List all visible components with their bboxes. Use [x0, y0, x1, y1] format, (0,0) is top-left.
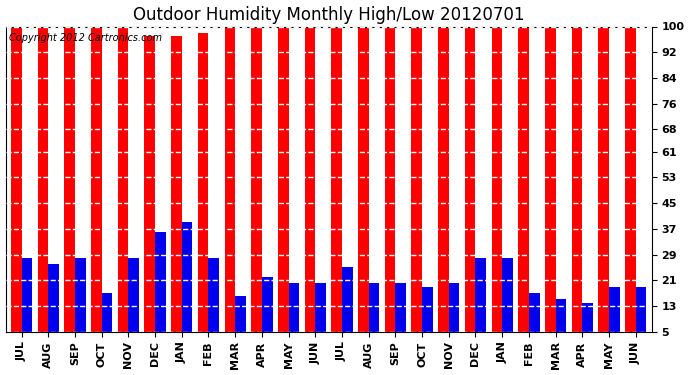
- Bar: [465, 27, 475, 348]
- Bar: [422, 286, 433, 348]
- Bar: [235, 296, 246, 348]
- Bar: [315, 284, 326, 348]
- Bar: [37, 27, 48, 348]
- Bar: [545, 27, 555, 348]
- Bar: [91, 27, 101, 348]
- Bar: [475, 258, 486, 348]
- Bar: [625, 27, 635, 348]
- Bar: [224, 27, 235, 348]
- Text: Copyright 2012 Cartronics.com: Copyright 2012 Cartronics.com: [9, 33, 161, 43]
- Bar: [128, 258, 139, 348]
- Bar: [288, 284, 299, 348]
- Bar: [358, 27, 368, 348]
- Bar: [609, 286, 620, 348]
- Bar: [48, 264, 59, 348]
- Bar: [502, 258, 513, 348]
- Bar: [11, 27, 21, 348]
- Bar: [118, 27, 128, 348]
- Bar: [635, 286, 647, 348]
- Bar: [529, 293, 540, 348]
- Bar: [262, 277, 273, 348]
- Bar: [598, 27, 609, 348]
- Title: Outdoor Humidity Monthly High/Low 20120701: Outdoor Humidity Monthly High/Low 201207…: [133, 6, 524, 24]
- Bar: [304, 27, 315, 348]
- Bar: [438, 27, 449, 348]
- Bar: [448, 284, 460, 348]
- Bar: [395, 284, 406, 348]
- Bar: [368, 284, 380, 348]
- Bar: [385, 27, 395, 348]
- Bar: [518, 27, 529, 348]
- Bar: [251, 27, 262, 348]
- Bar: [198, 33, 208, 348]
- Bar: [144, 36, 155, 348]
- Bar: [555, 300, 566, 348]
- Bar: [491, 27, 502, 348]
- Bar: [75, 258, 86, 348]
- Bar: [571, 27, 582, 348]
- Bar: [171, 36, 181, 348]
- Bar: [331, 27, 342, 348]
- Bar: [342, 267, 353, 348]
- Bar: [101, 293, 112, 348]
- Bar: [181, 222, 193, 348]
- Bar: [155, 232, 166, 348]
- Bar: [278, 27, 288, 348]
- Bar: [582, 303, 593, 348]
- Bar: [208, 258, 219, 348]
- Bar: [64, 27, 75, 348]
- Bar: [21, 258, 32, 348]
- Bar: [411, 27, 422, 348]
